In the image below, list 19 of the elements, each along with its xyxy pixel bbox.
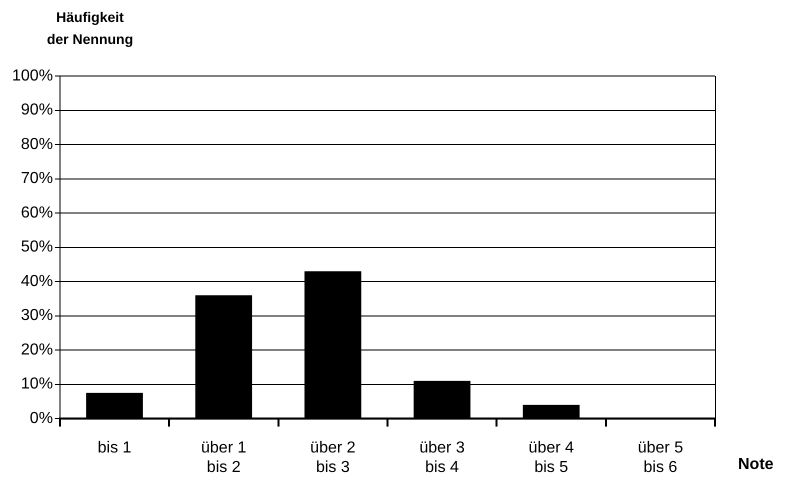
y-tick-label: 30% — [20, 307, 53, 324]
x-tick-label: über 5 bis 6 — [638, 440, 684, 476]
y-tick-label: 40% — [20, 272, 53, 290]
y-tick-label: 0% — [30, 410, 53, 428]
x-tick-label: über 3 bis 4 — [419, 440, 465, 476]
y-tick-label: 90% — [20, 102, 53, 119]
x-tick-label: über 1 bis 2 — [201, 440, 246, 476]
y-tick-label: 70% — [20, 170, 53, 188]
y-tick-label: 60% — [20, 204, 53, 222]
x-tick-label: über 4 bis 5 — [528, 440, 574, 476]
x-tick-label: über 2 bis 3 — [310, 440, 356, 476]
x-tick-label: bis 1 — [98, 440, 132, 457]
y-tick-label: 10% — [20, 376, 53, 393]
y-axis-title: Häufigkeit der Nennung — [46, 8, 134, 49]
x-axis-title: Note — [738, 456, 774, 474]
y-tick-label: 20% — [20, 341, 53, 358]
y-tick-label: 100% — [12, 67, 53, 84]
y-tick-label: 80% — [20, 136, 53, 153]
y-tick-label: 50% — [20, 238, 53, 256]
